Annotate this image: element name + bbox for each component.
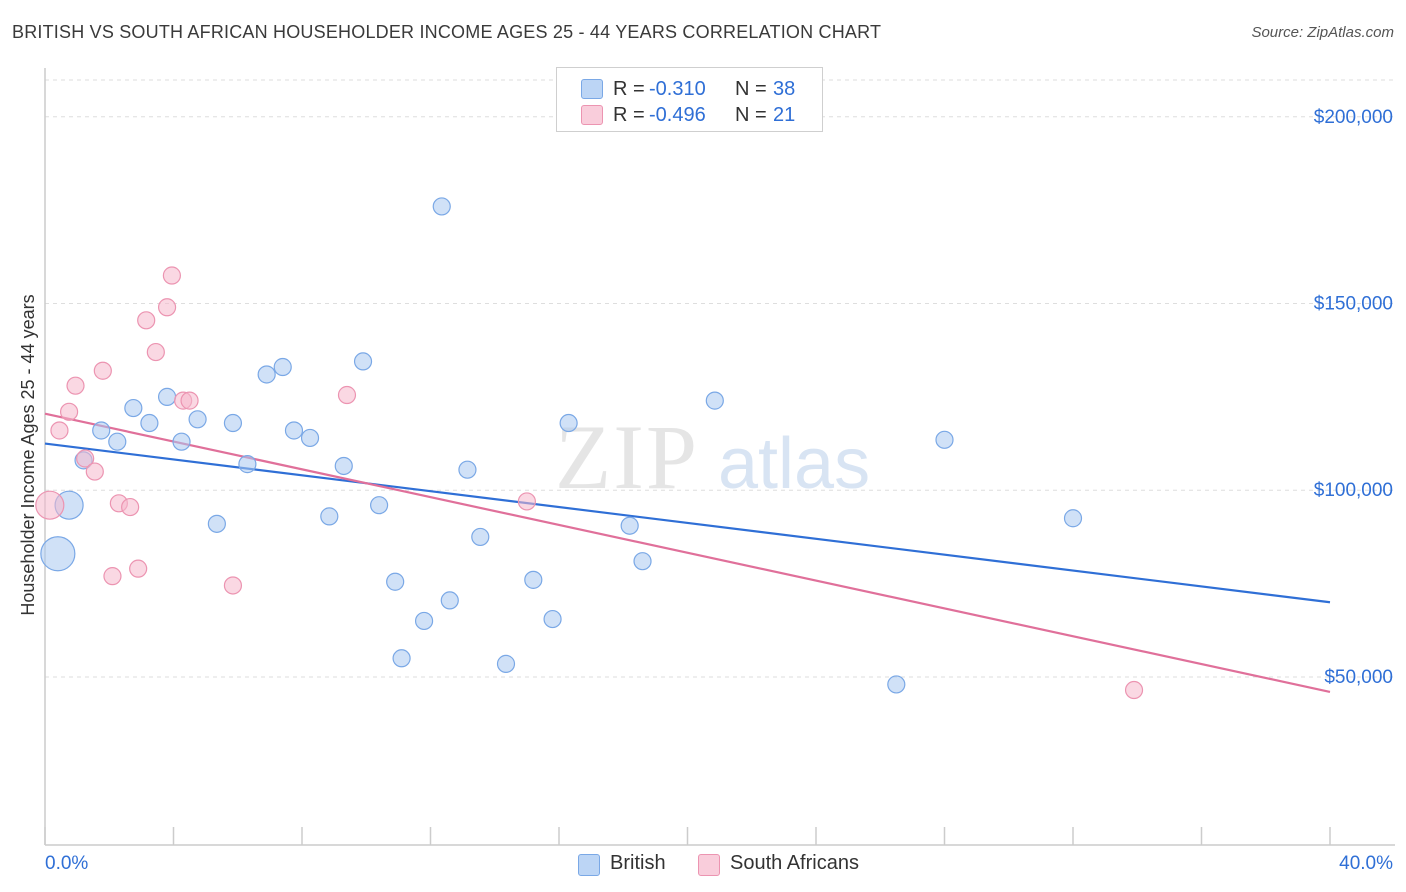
point-british [370, 496, 389, 515]
point-south-africans [157, 298, 177, 317]
point-south-africans [59, 402, 79, 421]
point-british [92, 421, 111, 440]
point-british [887, 675, 906, 694]
legend-swatch-british [581, 79, 603, 99]
y-tick-label: $200,000 [1314, 107, 1393, 128]
point-british [300, 428, 320, 448]
point-british [458, 460, 477, 479]
point-british [257, 365, 276, 384]
point-british [559, 413, 578, 433]
point-south-africans [121, 497, 140, 517]
point-british [172, 432, 191, 451]
legend-n-label: N = [735, 78, 767, 100]
legend-n-label: N = [735, 104, 767, 126]
x-tick-label: 0.0% [45, 853, 88, 874]
point-south-africans [517, 492, 536, 511]
point-british [320, 507, 339, 526]
watermark-zip: ZIP [555, 406, 699, 508]
series-legend-swatch-british [578, 854, 600, 876]
point-south-africans [337, 385, 357, 405]
legend-swatch-south-africans [581, 105, 603, 125]
point-british [157, 387, 177, 406]
point-south-africans [1124, 680, 1144, 700]
point-south-africans [162, 266, 181, 285]
point-british [633, 552, 652, 571]
point-south-africans [50, 421, 69, 440]
grid-lines [45, 79, 1395, 678]
point-south-africans [129, 559, 148, 578]
point-south-africans [103, 567, 122, 586]
point-south-africans [137, 311, 156, 330]
y-tick-label: $50,000 [1324, 667, 1393, 688]
watermark: ZIP atlas [555, 406, 870, 508]
point-british [496, 654, 516, 673]
point-british [620, 516, 639, 535]
series-legend-label-south-africans: South Africans [730, 852, 859, 874]
point-british [284, 421, 304, 440]
point-british [353, 352, 373, 371]
series-legend-swatch-south-africans [698, 854, 720, 876]
legend-r-value: -0.310 [649, 78, 706, 100]
legend-r-label: R = [613, 104, 645, 126]
data-points [35, 197, 1144, 700]
point-british [414, 611, 434, 631]
axes [44, 68, 1395, 846]
stats-legend: R = -0.310 N = 38 R = -0.496 N = 21 [556, 67, 823, 132]
point-british [140, 413, 159, 433]
x-tick-label: 40.0% [1339, 853, 1393, 874]
trend-line-british [44, 442, 1331, 604]
point-british [273, 357, 292, 377]
point-british [238, 455, 257, 474]
point-british [705, 391, 724, 410]
point-british [524, 570, 543, 589]
point-british [334, 456, 353, 476]
point-british [1063, 509, 1083, 528]
point-british [432, 197, 451, 216]
legend-n-value: 21 [773, 104, 796, 126]
point-south-africans [35, 490, 65, 520]
point-british [471, 527, 490, 547]
point-british [40, 536, 76, 572]
y-axis-label: Householder Income Ages 25 - 44 years [18, 294, 38, 615]
point-british [543, 609, 562, 629]
trend-line-south-africans [44, 412, 1331, 693]
trend-lines [44, 412, 1331, 693]
point-south-africans [76, 449, 95, 468]
point-british [386, 572, 405, 591]
point-british [188, 410, 207, 429]
point-british [207, 514, 226, 533]
series-legend-label-british: British [610, 852, 666, 874]
y-tick-label: $150,000 [1314, 294, 1393, 315]
point-british [392, 649, 411, 668]
point-south-africans [180, 391, 199, 410]
chart-source: Source: ZipAtlas.com [1251, 24, 1394, 41]
point-south-africans [85, 462, 104, 481]
y-tick-label: $100,000 [1314, 480, 1393, 501]
point-british [124, 398, 143, 418]
legend-r-value: -0.496 [649, 104, 706, 126]
watermark-atlas: atlas [718, 424, 870, 504]
point-south-africans [66, 376, 85, 395]
point-south-africans [223, 576, 243, 595]
point-british [223, 413, 243, 433]
point-south-africans [146, 342, 165, 362]
chart-title: BRITISH VS SOUTH AFRICAN HOUSEHOLDER INC… [12, 22, 882, 42]
point-british [440, 591, 459, 610]
legend-n-value: 38 [773, 78, 796, 100]
point-south-africans [93, 361, 112, 380]
point-british [108, 432, 127, 451]
x-tick-labels: 0.0% 40.0% [45, 853, 1393, 874]
y-tick-labels: $50,000 $100,000 $150,000 $200,000 [1314, 107, 1393, 688]
legend-r-label: R = [613, 78, 645, 100]
point-british [935, 430, 954, 449]
